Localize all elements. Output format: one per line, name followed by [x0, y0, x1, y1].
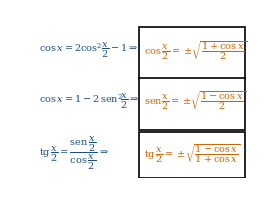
- Text: $\mathrm{tg}\,\dfrac{x}{2}=\pm\!\sqrt{\dfrac{1-\cos x}{1+\cos x}}$: $\mathrm{tg}\,\dfrac{x}{2}=\pm\!\sqrt{\d…: [144, 142, 241, 165]
- Text: $\cos x = 2\cos^2\!\dfrac{x}{2}-1\Rightarrow$: $\cos x = 2\cos^2\!\dfrac{x}{2}-1\Righta…: [39, 41, 138, 60]
- Text: $\mathrm{tg}\,\dfrac{x}{2}=\dfrac{\mathrm{sen}\,\dfrac{x}{2}}{\cos\dfrac{x}{2}}\: $\mathrm{tg}\,\dfrac{x}{2}=\dfrac{\mathr…: [39, 135, 109, 172]
- Text: $\mathrm{sen}\dfrac{x}{2}=\pm\!\sqrt{\dfrac{1-\cos x}{2}}$: $\mathrm{sen}\dfrac{x}{2}=\pm\!\sqrt{\df…: [144, 90, 246, 112]
- Bar: [139, 27, 245, 79]
- Bar: [139, 78, 245, 130]
- Text: $\cos x = 1-2\,\mathrm{sen}^2\!\dfrac{x}{2}\Rightarrow$: $\cos x = 1-2\,\mathrm{sen}^2\!\dfrac{x}…: [39, 91, 139, 111]
- Bar: [139, 132, 245, 178]
- Text: $\cos\dfrac{x}{2}=\pm\!\sqrt{\dfrac{1+\cos x}{2}}$: $\cos\dfrac{x}{2}=\pm\!\sqrt{\dfrac{1+\c…: [144, 39, 247, 62]
